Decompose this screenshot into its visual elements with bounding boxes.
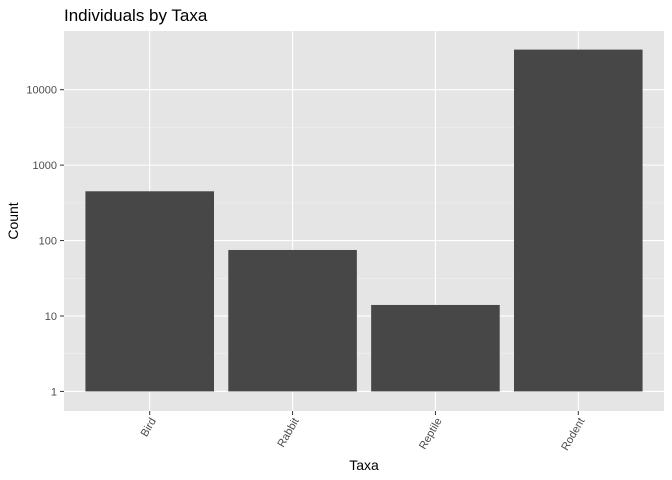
bar-reptile — [371, 304, 500, 392]
y-tick-label: 10 — [45, 311, 57, 323]
chart-title: Individuals by Taxa — [64, 6, 208, 25]
x-tick-label: Rabbit — [275, 416, 301, 450]
bars — [85, 49, 643, 392]
x-tick-label: Reptile — [417, 416, 445, 452]
x-tick-label: Rodent — [559, 416, 587, 453]
bar-bird — [85, 191, 214, 392]
x-axis-title: Taxa — [349, 457, 379, 473]
y-tick-label: 1000 — [33, 160, 57, 172]
y-axis-title: Count — [5, 202, 21, 239]
y-tick-label: 1 — [51, 386, 57, 398]
bar-rodent — [514, 49, 643, 392]
y-tick-label: 10000 — [26, 85, 57, 97]
y-tick-label: 100 — [39, 236, 57, 248]
bar-rabbit — [228, 249, 357, 392]
x-axis: Bird Rabbit Reptile Rodent — [139, 411, 587, 453]
x-tick-label: Bird — [139, 416, 159, 439]
y-axis: 1 10 100 1000 10000 — [26, 85, 64, 398]
